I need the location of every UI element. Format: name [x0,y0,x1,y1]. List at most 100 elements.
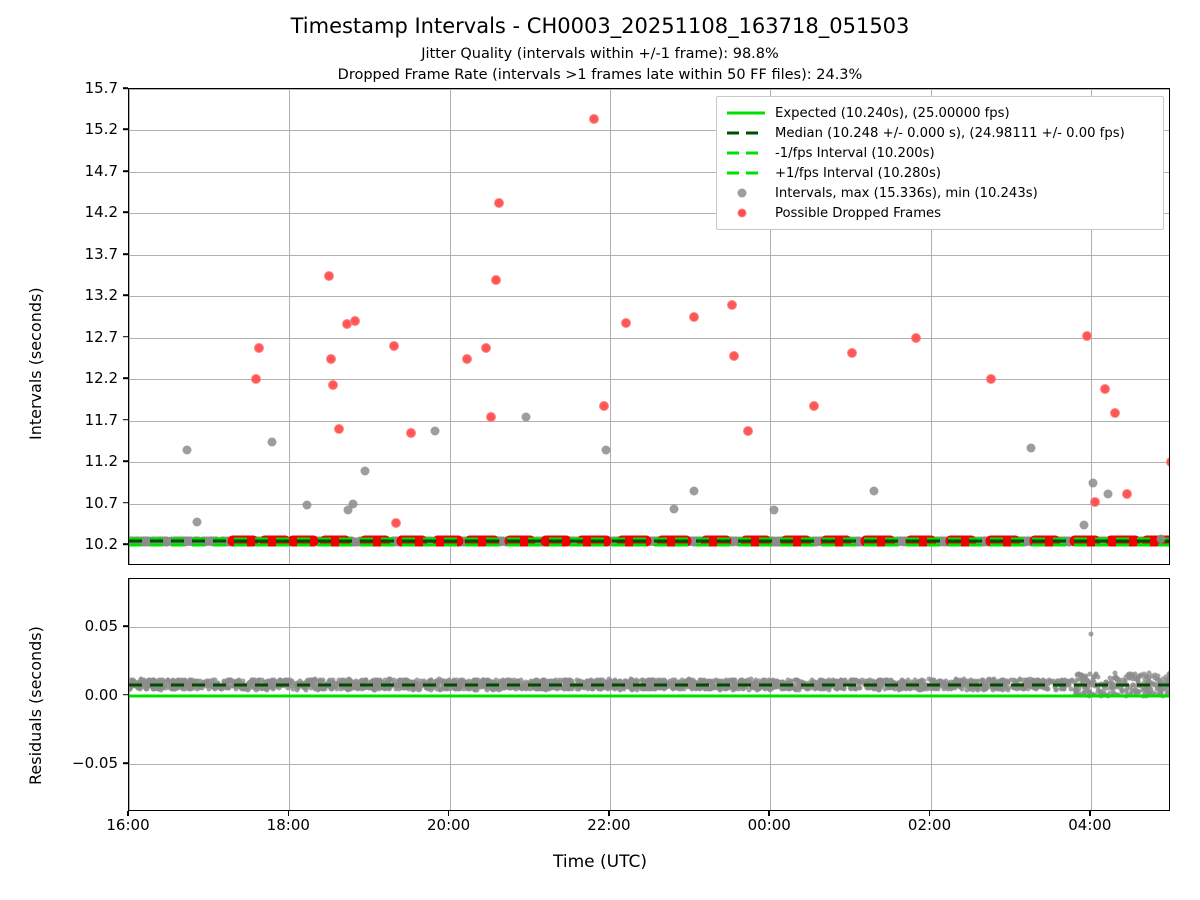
y-tick-label: 12.2 [84,369,118,388]
residual-point [294,687,300,693]
y-tick-mark [123,501,128,504]
residual-point [199,685,205,691]
dropped-frame-point [1121,488,1132,499]
interval-point [1088,478,1098,488]
residual-point [681,686,687,692]
interval-point [1026,443,1036,453]
residual-point [822,685,828,691]
residual-point [1149,673,1155,679]
interval-point [521,412,531,422]
residual-point [513,686,519,692]
residual-point [303,687,309,693]
residual-point [255,686,261,692]
residual-point [1152,672,1158,678]
interval-point [182,445,192,455]
residual-point [634,679,640,685]
residual-point [400,677,406,683]
legend-label: Median (10.248 +/- 0.000 s), (24.98111 +… [775,125,1125,141]
gridline-horizontal [129,626,1169,628]
x-tick-label: 22:00 [587,816,631,834]
residual-point [945,686,951,692]
interval-point [348,499,358,509]
gridline-vertical [609,89,611,564]
chart-title: Timestamp Intervals - CH0003_20251108_16… [290,14,910,38]
residual-point [990,677,996,683]
x-tick-mark [1089,811,1091,816]
interval-point [267,437,277,447]
y-tick-label: 11.2 [84,452,118,471]
residual-point [155,686,161,692]
residual-point [955,683,961,689]
residual-point [1112,670,1118,676]
residual-point [1093,672,1099,678]
residual-point [1162,686,1168,692]
x-axis-label: Time (UTC) [553,852,647,872]
dropped-frame-point [324,271,335,282]
residual-point [444,686,450,692]
y-tick-mark [123,419,128,421]
plus-one-fps-line-overlay [129,537,1169,541]
legend-entry: Intervals, max (15.336s), min (10.243s) [725,183,1155,203]
residual-point [729,677,735,683]
residual-point [842,677,848,683]
dropped-frame-point [325,353,336,364]
residual-outlier-point [1088,631,1094,637]
chart-subtitle-jitter: Jitter Quality (intervals within +/-1 fr… [421,46,779,62]
legend-label: +1/fps Interval (10.280s) [775,165,941,181]
residual-point [1164,677,1169,683]
dropped-frame-point [253,342,264,353]
residual-point [652,686,658,692]
residual-point [698,677,704,683]
dropped-frame-point [494,197,505,208]
residual-point [1095,688,1101,694]
gridline-horizontal [129,337,1169,339]
residual-point [187,677,193,683]
dropped-frame-point [1109,407,1120,418]
residual-point [882,686,888,692]
residual-point [501,678,507,684]
gridline-horizontal [129,462,1169,464]
residual-point [1078,672,1084,678]
residual-point [996,685,1002,691]
y-tick-mark [123,87,128,89]
residual-point [285,685,291,691]
residual-point [1156,678,1162,684]
residual-point [1087,671,1093,677]
gridline-vertical [129,89,130,564]
residual-point [1101,687,1107,693]
x-tick-mark [447,811,450,816]
x-tick-label: 18:00 [266,816,310,834]
residual-point [1068,686,1074,692]
residual-point [375,684,381,690]
residual-point [618,686,624,692]
residual-point [908,679,914,685]
residual-point [746,687,752,693]
interval-point [769,505,779,515]
residual-point [1152,675,1158,681]
legend-entry: Median (10.248 +/- 0.000 s), (24.98111 +… [725,123,1155,143]
residual-point [1115,676,1121,682]
dropped-frame-point [388,341,399,352]
legend-key [725,184,767,202]
dropped-frame-point [250,374,261,385]
residual-point [1024,677,1030,683]
residual-point [884,677,890,683]
residual-point [948,679,954,685]
residual-point [788,685,794,691]
residual-point [461,686,467,692]
residual-point [1142,676,1148,682]
dropped-frame-point [328,380,339,391]
residual-point [1135,688,1141,694]
y-tick-label: −0.05 [72,754,118,773]
residual-point [1020,686,1026,692]
residual-point [634,687,640,693]
gridline-vertical [770,89,772,564]
residual-point [1133,675,1139,681]
y-tick-label: 12.7 [84,327,118,346]
residual-point [264,687,270,693]
residual-point [1105,685,1111,691]
residual-point [755,686,761,692]
residual-point [594,677,600,683]
dropped-frame-point [486,411,497,422]
gridline-horizontal [129,764,1169,766]
